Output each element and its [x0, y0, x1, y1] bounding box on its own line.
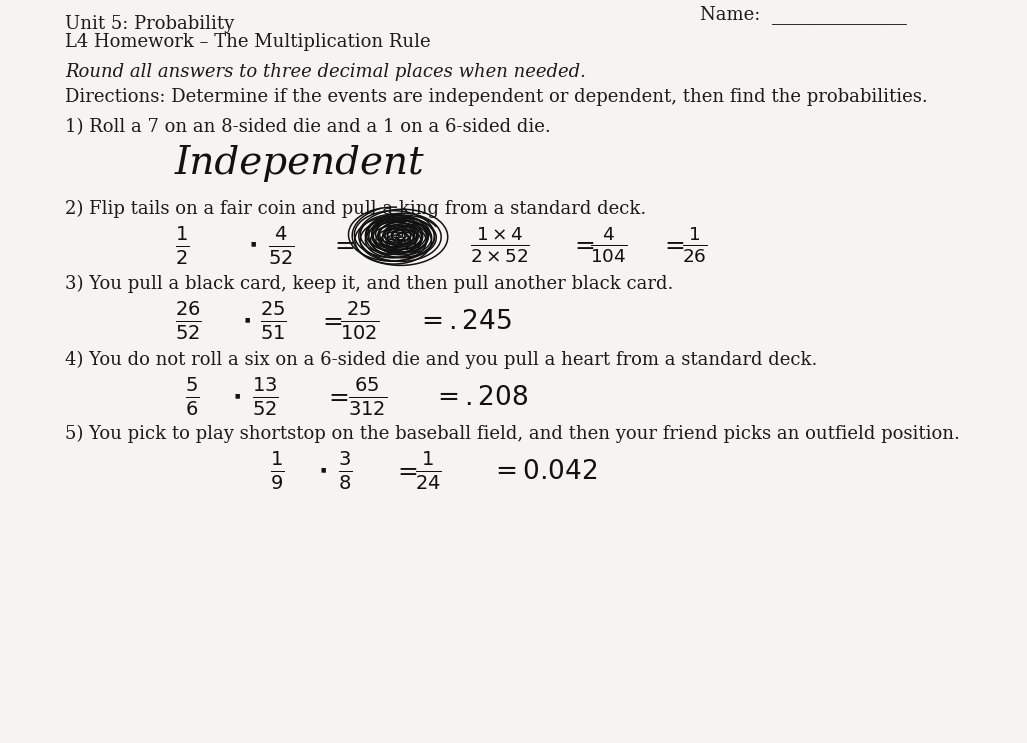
Text: $\frac{4}{52}$: $\frac{4}{52}$ — [268, 225, 295, 267]
Text: $\mathbf{\cdot}$: $\mathbf{\cdot}$ — [318, 459, 327, 482]
Text: 3) You pull a black card, keep it, and then pull another black card.: 3) You pull a black card, keep it, and t… — [65, 275, 674, 293]
Text: $\frac{1\times4}{2\times52}$: $\frac{1\times4}{2\times52}$ — [470, 225, 530, 265]
Text: Name:  _______________: Name: _______________ — [700, 5, 907, 24]
Text: $= 0.042$: $= 0.042$ — [490, 459, 598, 484]
Text: $\frac{26}{52}$: $\frac{26}{52}$ — [175, 300, 201, 342]
Text: $\frac{1}{9}$: $\frac{1}{9}$ — [270, 450, 284, 492]
Text: 2) Flip tails on a fair coin and pull a king from a standard deck.: 2) Flip tails on a fair coin and pull a … — [65, 200, 646, 218]
Text: $=$: $=$ — [393, 459, 418, 482]
Text: $\mathbf{\cdot}$: $\mathbf{\cdot}$ — [242, 309, 251, 332]
Text: $\mathbf{\cdot}$: $\mathbf{\cdot}$ — [232, 385, 241, 408]
Text: 1) Roll a 7 on an 8-sided die and a 1 on a 6-sided die.: 1) Roll a 7 on an 8-sided die and a 1 on… — [65, 118, 550, 136]
Text: $\frac{65}{312}$: $\frac{65}{312}$ — [348, 376, 387, 418]
Text: 5) You pick to play shortstop on the baseball field, and then your friend picks : 5) You pick to play shortstop on the bas… — [65, 425, 960, 444]
Text: $\frac{13}{52}$: $\frac{13}{52}$ — [252, 376, 278, 418]
Text: L4 Homework – The Multiplication Rule: L4 Homework – The Multiplication Rule — [65, 33, 430, 51]
Text: Round all answers to three decimal places when needed.: Round all answers to three decimal place… — [65, 63, 585, 81]
Text: $= .208$: $= .208$ — [432, 385, 529, 410]
Text: $= .245$: $= .245$ — [416, 309, 512, 334]
Text: $\frac{25}{51}$: $\frac{25}{51}$ — [260, 300, 287, 342]
Text: Unit 5: Probability: Unit 5: Probability — [65, 15, 234, 33]
Text: $\frac{25}{102}$: $\frac{25}{102}$ — [340, 300, 379, 342]
Text: $=$: $=$ — [318, 309, 343, 332]
Text: $\mathbf{\cdot}$: $\mathbf{\cdot}$ — [248, 233, 257, 256]
Text: 4) You do not roll a six on a 6-sided die and you pull a heart from a standard d: 4) You do not roll a six on a 6-sided di… — [65, 351, 817, 369]
Text: $\frac{3}{8}$: $\frac{3}{8}$ — [338, 450, 352, 492]
Text: $=$: $=$ — [330, 233, 355, 256]
Text: $\frac{4}{104}$: $\frac{4}{104}$ — [589, 225, 627, 265]
Text: $\frac{1}{26}$: $\frac{1}{26}$ — [682, 225, 708, 265]
Text: $\frac{1}{2}$: $\frac{1}{2}$ — [175, 225, 189, 267]
Text: $\frac{1}{24}$: $\frac{1}{24}$ — [415, 450, 442, 492]
Text: Independent: Independent — [175, 145, 424, 182]
Text: Directions: Determine if the events are independent or dependent, then find the : Directions: Determine if the events are … — [65, 88, 927, 106]
Text: $\frac{5}{6}$: $\frac{5}{6}$ — [185, 376, 199, 418]
Text: $=$: $=$ — [660, 233, 685, 256]
Text: $=$: $=$ — [324, 385, 349, 408]
Text: $=$: $=$ — [570, 233, 595, 256]
